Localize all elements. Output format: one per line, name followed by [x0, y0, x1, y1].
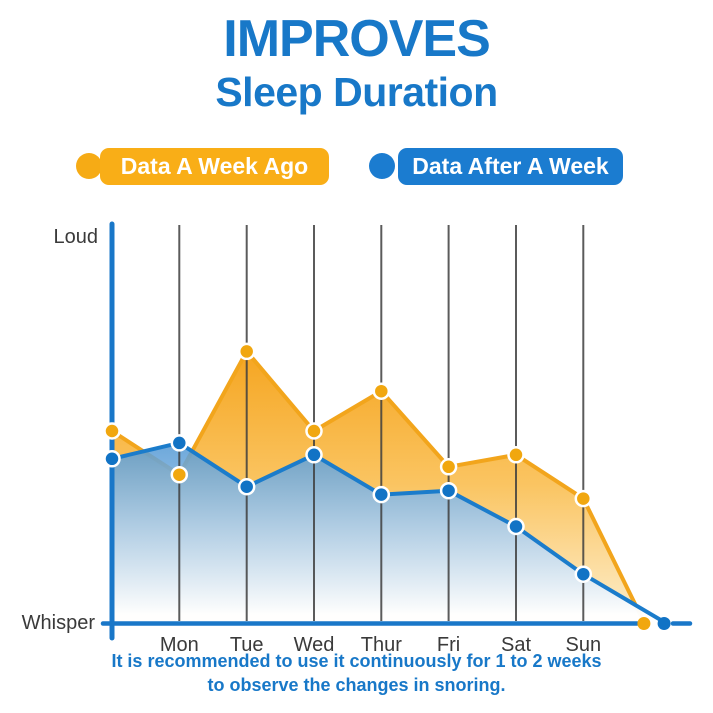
week-ago-point-end — [637, 617, 651, 630]
legend-dot-week-ago — [76, 153, 102, 179]
legend-dot-after-week — [369, 153, 395, 179]
week-ago-point-wed — [305, 422, 323, 440]
after-week-point-thur — [372, 485, 391, 504]
after-week-point-sun — [574, 565, 593, 583]
legend-pill-after-week: Data After A Week — [398, 148, 623, 185]
week-ago-point-mon — [170, 465, 189, 484]
week-ago-point-sat — [507, 446, 525, 464]
x-axis-label-wed: Wed — [294, 634, 335, 656]
after-week-point-sat — [507, 517, 525, 536]
title-line2: Sleep Duration — [215, 69, 498, 115]
y-axis-label-loud: Loud — [53, 226, 99, 248]
after-week-point-fri — [439, 481, 458, 500]
x-axis-label-thur: Thur — [361, 634, 402, 656]
week-ago-point-fri — [439, 458, 458, 476]
x-axis-label-mon: Mon — [160, 634, 199, 656]
after-week-point-start — [103, 450, 121, 468]
x-axis-label-sun: Sun — [566, 634, 602, 656]
footer-note-line1: It is recommended to use it continuously… — [111, 651, 602, 671]
week-ago-point-tue — [237, 342, 256, 361]
footer-note: It is recommended to use it continuously… — [0, 649, 713, 697]
y-axis-label-whisper: Whisper — [21, 612, 95, 634]
week-ago-point-sun — [574, 489, 593, 508]
x-axis-label-tue: Tue — [230, 634, 264, 656]
after-week-point-mon — [170, 434, 189, 452]
week-ago-point-thur — [372, 382, 391, 400]
after-week-point-end — [657, 617, 671, 630]
footer-note-line2: to observe the changes in snoring. — [207, 675, 506, 695]
x-axis-label-sat: Sat — [501, 634, 531, 656]
snoring-loudness-chart: Mon Tue Wed Thur Fri Sat Sun — [100, 221, 693, 656]
x-axis-label-fri: Fri — [437, 634, 460, 656]
after-week-point-tue — [237, 477, 256, 496]
legend-pill-week-ago: Data A Week Ago — [100, 148, 329, 185]
week-ago-point-start — [103, 422, 121, 440]
page-title: IMPROVES Sleep Duration — [0, 10, 713, 116]
title-line1: IMPROVES — [223, 10, 491, 68]
after-week-point-wed — [305, 446, 323, 464]
